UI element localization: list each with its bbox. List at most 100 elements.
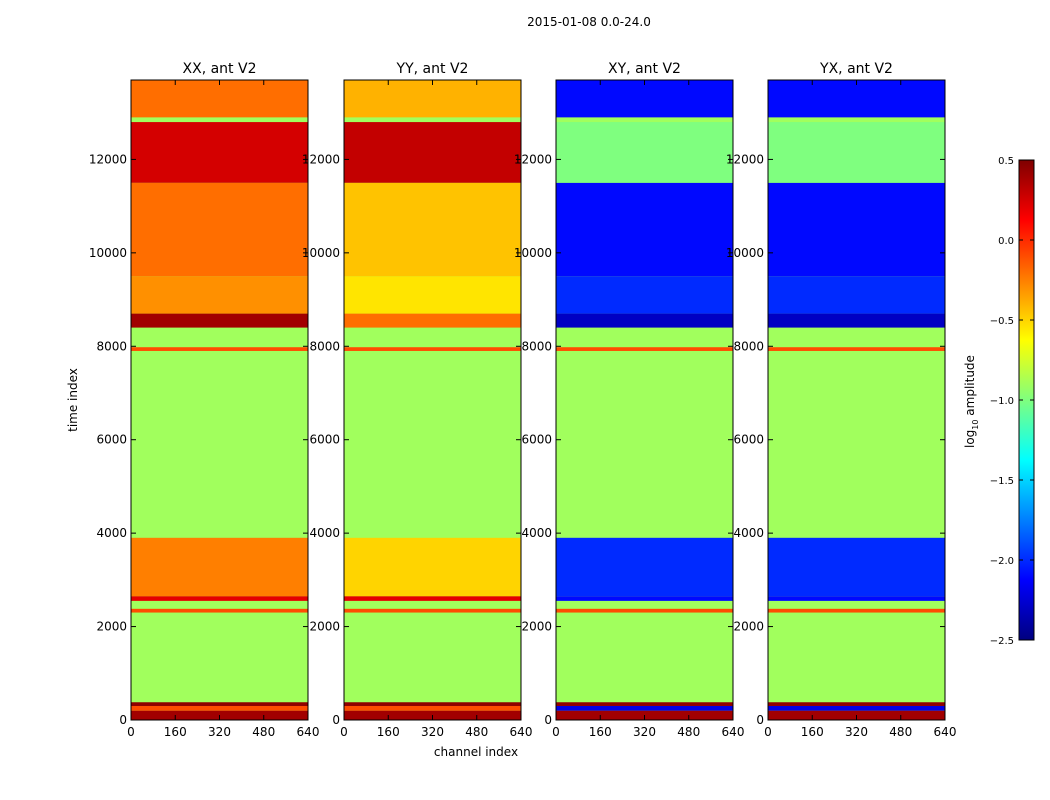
panel-3: XY, ant V2 0 160 320 480 640 0 2000 4000 6000 8000… bbox=[514, 61, 745, 739]
y-tick-label: 0 bbox=[756, 713, 764, 727]
y-tick-label: 0 bbox=[332, 713, 340, 727]
y-tick-label: 0 bbox=[544, 713, 552, 727]
y-tick-label: 4000 bbox=[309, 526, 340, 540]
heatmap-band bbox=[131, 608, 308, 613]
y-tick-label: 10000 bbox=[302, 246, 340, 260]
colorbar-tick-label: −2.0 bbox=[990, 556, 1014, 567]
heatmap-band bbox=[556, 702, 733, 706]
colorbar-ticks: 0.5 0.0 −0.5 −1.0 −1.5 −2.0 −2.5 bbox=[990, 156, 1034, 647]
heatmap-band bbox=[556, 608, 733, 613]
y-tick-label: 6000 bbox=[521, 433, 552, 447]
panel-4: YX, ant V2 0 160 320 480 640 0 2000 4000 6000 8000… bbox=[726, 61, 957, 739]
x-tick-label: 480 bbox=[252, 725, 275, 739]
x-tick-label: 640 bbox=[934, 725, 957, 739]
heatmap-band bbox=[768, 182, 945, 277]
x-tick-label: 480 bbox=[465, 725, 488, 739]
heatmap-band bbox=[556, 705, 733, 711]
colorbar-tick-label: −1.0 bbox=[990, 396, 1014, 407]
y-tick-label: 2000 bbox=[309, 620, 340, 634]
heatmap-band bbox=[556, 122, 733, 183]
heatmap-band bbox=[768, 276, 945, 314]
x-tick-label: 160 bbox=[589, 725, 612, 739]
x-tick-label: 640 bbox=[297, 725, 320, 739]
colorbar: 0.5 0.0 −0.5 −1.0 −1.5 −2.0 −2.5 log10 amplitu… bbox=[963, 156, 1035, 647]
heatmap-band bbox=[344, 117, 521, 123]
x-tick-label: 640 bbox=[722, 725, 745, 739]
panel-2: YY, ant V2 0 160 320 480 640 0 2000 4000 6000 8000… bbox=[302, 61, 533, 739]
heatmap-band bbox=[344, 122, 521, 183]
y-tick-label: 8000 bbox=[733, 339, 764, 353]
y-tick-label: 2000 bbox=[96, 620, 127, 634]
heatmap-band bbox=[131, 313, 308, 328]
x-tick-label: 320 bbox=[421, 725, 444, 739]
y-tick-label: 10000 bbox=[89, 246, 127, 260]
x-tick-label: 0 bbox=[552, 725, 560, 739]
heatmap-band bbox=[344, 313, 521, 328]
x-tick-label: 0 bbox=[764, 725, 772, 739]
y-tick-label: 4000 bbox=[96, 526, 127, 540]
heatmap-band bbox=[556, 276, 733, 314]
heatmap-cells bbox=[131, 80, 308, 720]
heatmap-band bbox=[344, 276, 521, 314]
heatmap-band bbox=[768, 80, 945, 118]
heatmap-band bbox=[344, 347, 521, 351]
heatmap-band bbox=[131, 117, 308, 123]
x-axis-label: channel index bbox=[434, 745, 518, 759]
x-tick-label: 160 bbox=[801, 725, 824, 739]
heatmap-band bbox=[556, 80, 733, 118]
panel-title: YY, ant V2 bbox=[396, 61, 469, 77]
colorbar-tick-label: −1.5 bbox=[990, 476, 1014, 487]
heatmap-band bbox=[131, 347, 308, 351]
colorbar-label: log10 amplitude bbox=[963, 355, 980, 448]
heatmap-band bbox=[131, 80, 308, 118]
heatmap-band bbox=[344, 608, 521, 613]
heatmap-band bbox=[768, 537, 945, 597]
x-tick-label: 320 bbox=[208, 725, 231, 739]
y-axis-label: time index bbox=[66, 368, 80, 432]
y-tick-label: 12000 bbox=[302, 152, 340, 166]
heatmap-band bbox=[556, 313, 733, 328]
y-tick-label: 2000 bbox=[521, 620, 552, 634]
x-tick-label: 160 bbox=[164, 725, 187, 739]
figure-title: 2015-01-08 0.0-24.0 bbox=[527, 15, 651, 29]
heatmap-band bbox=[768, 347, 945, 351]
x-tick-label: 480 bbox=[889, 725, 912, 739]
panel-title: XX, ant V2 bbox=[183, 61, 257, 77]
heatmap-band bbox=[768, 608, 945, 613]
heatmap-band bbox=[556, 537, 733, 597]
colorbar-label-subscript: 10 bbox=[971, 420, 980, 430]
heatmap-band bbox=[344, 596, 521, 601]
x-tick-label: 480 bbox=[677, 725, 700, 739]
heatmap-band bbox=[556, 117, 733, 123]
x-tick-label: 0 bbox=[340, 725, 348, 739]
y-tick-label: 8000 bbox=[521, 339, 552, 353]
heatmap-band bbox=[768, 117, 945, 123]
heatmap-band bbox=[131, 705, 308, 711]
x-tick-label: 320 bbox=[633, 725, 656, 739]
x-tick-label: 640 bbox=[510, 725, 533, 739]
heatmap-band bbox=[768, 596, 945, 601]
colorbar-label-rest: amplitude bbox=[963, 355, 977, 419]
heatmap-band bbox=[768, 122, 945, 183]
heatmap-cells bbox=[768, 80, 945, 720]
x-tick-label: 320 bbox=[845, 725, 868, 739]
heatmap-band bbox=[344, 182, 521, 277]
y-tick-label: 12000 bbox=[89, 152, 127, 166]
heatmap-band bbox=[131, 537, 308, 597]
y-tick-label: 10000 bbox=[726, 246, 764, 260]
colorbar-tick-label: 0.5 bbox=[998, 156, 1014, 167]
y-tick-label: 6000 bbox=[733, 433, 764, 447]
panel-title: YX, ant V2 bbox=[819, 61, 893, 77]
y-tick-label: 6000 bbox=[309, 433, 340, 447]
panel-title: XY, ant V2 bbox=[608, 61, 681, 77]
panels-group: XX, ant V2 0 160 320 480 640 0 2000 4000 6000 8000… bbox=[89, 61, 957, 739]
heatmap-band bbox=[131, 596, 308, 601]
colorbar-tick-label: 0.0 bbox=[998, 236, 1014, 247]
y-tick-label: 4000 bbox=[521, 526, 552, 540]
panel-1: XX, ant V2 0 160 320 480 640 0 2000 4000 6000 8000… bbox=[89, 61, 320, 739]
y-tick-label: 12000 bbox=[514, 152, 552, 166]
y-tick-label: 4000 bbox=[733, 526, 764, 540]
x-tick-label: 160 bbox=[377, 725, 400, 739]
y-tick-label: 6000 bbox=[96, 433, 127, 447]
